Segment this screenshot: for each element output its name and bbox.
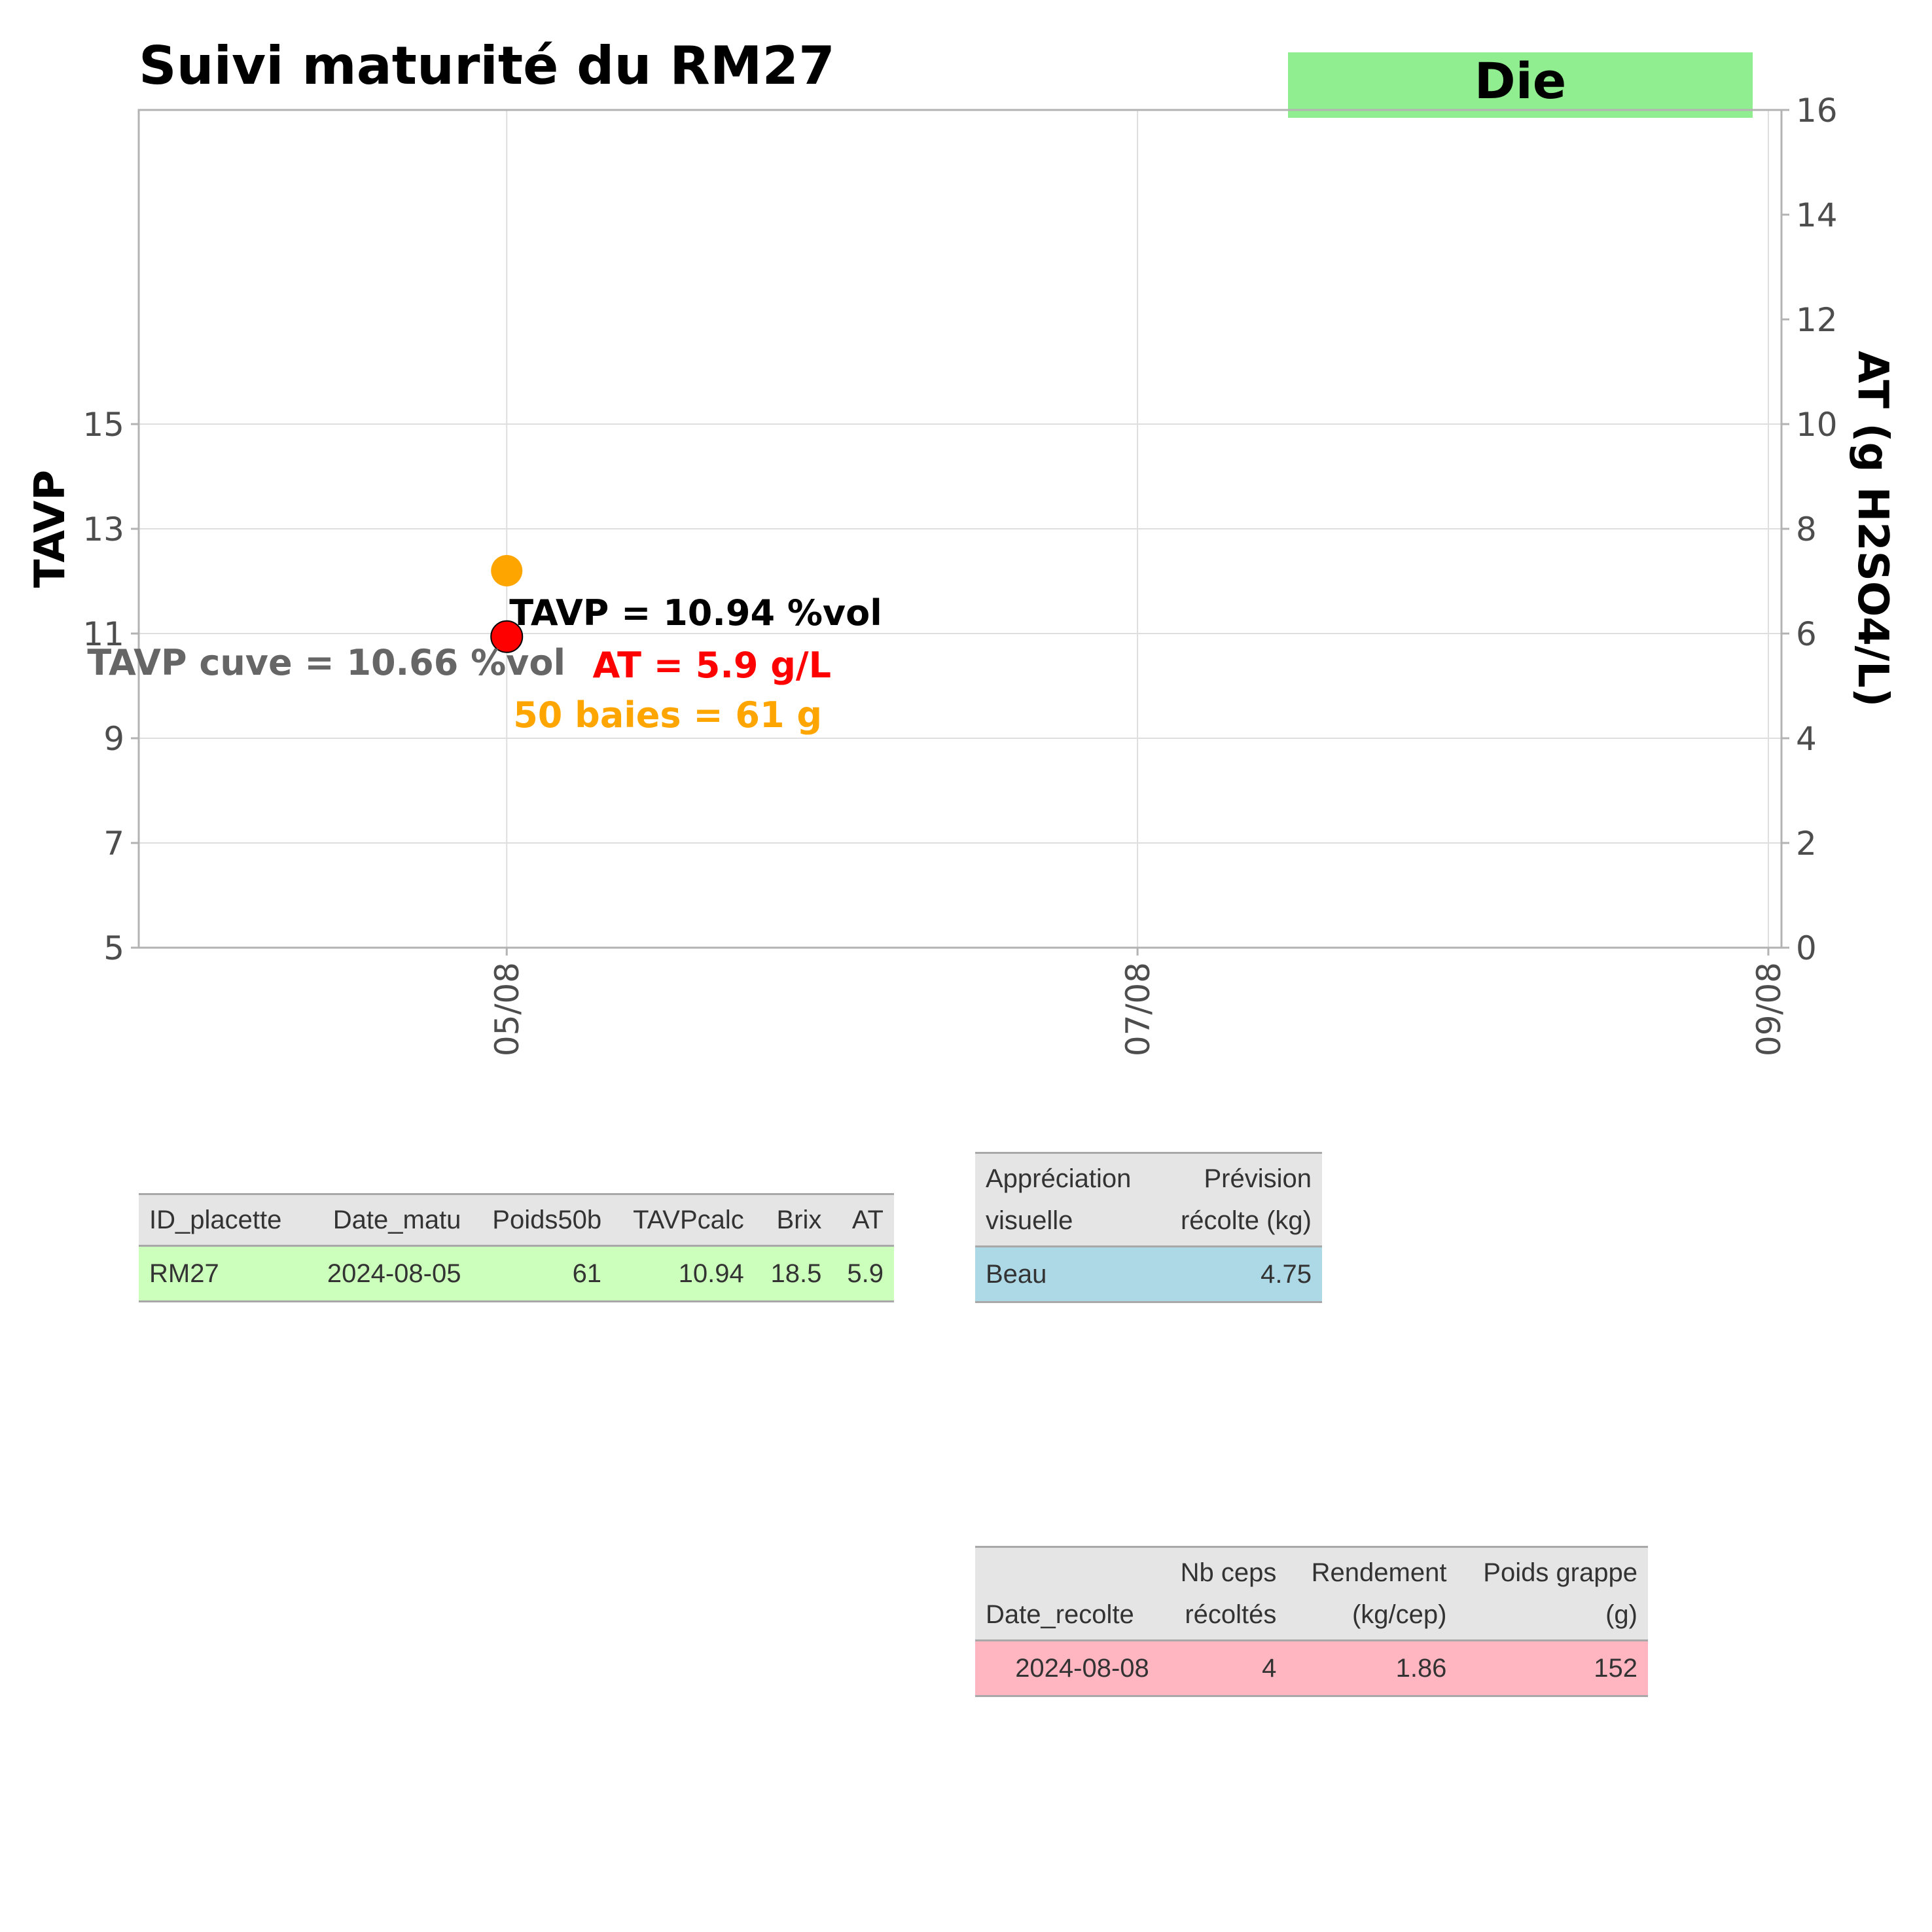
table-cell: 10.94 (678, 1259, 744, 1288)
x-axis-ticks: 05/08 07/08 09/08 (488, 948, 1788, 1056)
table-cell: 18.5 (770, 1259, 822, 1288)
table-cell: 4 (1262, 1654, 1277, 1683)
col-header: Rendement (kg/cep) (1287, 1547, 1458, 1641)
table-row: RM27 2024-08-05 61 10.94 18.5 5.9 (139, 1245, 894, 1302)
data-point (490, 620, 524, 653)
x-tick-label: 09/08 (1750, 962, 1788, 1056)
y-axis-ticks: 5 7 9 11 13 15 (82, 406, 139, 967)
y2-axis-ticks: 0 2 4 6 8 10 12 14 16 (1781, 92, 1838, 967)
y-tick-label: 13 (82, 510, 124, 548)
col-header: AT (832, 1194, 894, 1246)
col-header-line: Prévision (1204, 1164, 1312, 1193)
col-header: Poids grappe (g) (1457, 1547, 1648, 1641)
badge-text: Die (1475, 52, 1567, 110)
data-points (490, 555, 524, 653)
table-row: 2024-08-08 4 1.86 152 (975, 1640, 1648, 1696)
y2-tick-label: 4 (1796, 720, 1817, 758)
col-header: ID_placette (139, 1194, 304, 1246)
x-tick-label: 05/08 (488, 962, 526, 1056)
col-header: Nb ceps récoltés (1159, 1547, 1287, 1641)
col-header-line: (kg/cep) (1351, 1600, 1447, 1629)
col-header-line: visuelle (986, 1206, 1073, 1235)
appreciation-table: Appréciation visuelle Prévision récolte … (975, 1152, 1322, 1303)
col-header-line: Nb ceps (1180, 1558, 1277, 1587)
col-header: Poids50b (471, 1194, 613, 1246)
y2-tick-label: 2 (1796, 825, 1817, 863)
table-cell: 2024-08-05 (327, 1259, 461, 1288)
data-point (491, 555, 523, 586)
col-header-line: Appréciation (986, 1164, 1132, 1193)
y2-axis-label: AT (g H2SO4/L) (1848, 351, 1897, 707)
y-tick-label: 9 (103, 720, 124, 758)
table-cell: RM27 (149, 1259, 219, 1288)
table-header-row: Date_recolte Nb ceps récoltés Rendement … (975, 1547, 1648, 1641)
col-header: Appréciation visuelle (975, 1153, 1157, 1247)
y-tick-label: 5 (103, 929, 124, 967)
x-tick-label: 07/08 (1119, 962, 1157, 1056)
col-header-line: (g) (1605, 1600, 1637, 1629)
table-cell: 5.9 (847, 1259, 884, 1288)
annotation-label: TAVP = 10.94 %vol (509, 592, 882, 634)
table-cell: 152 (1594, 1654, 1637, 1683)
col-header-line: récolte (kg) (1180, 1206, 1312, 1235)
col-header-line (986, 1552, 1149, 1594)
annotations: TAVP = 10.94 %vol AT = 5.9 g/L 50 baies = … (87, 592, 882, 736)
table-header-row: Appréciation visuelle Prévision récolte … (975, 1153, 1322, 1247)
table-cell: 1.86 (1395, 1654, 1447, 1683)
col-header: Brix (754, 1194, 832, 1246)
y2-tick-label: 14 (1796, 196, 1838, 234)
y2-tick-label: 10 (1796, 406, 1838, 444)
y-tick-label: 15 (82, 406, 124, 444)
annotation-label: TAVP cuve = 10.66 %vol (87, 642, 565, 683)
col-header-line: Date_recolte (986, 1600, 1134, 1629)
col-header-line: Rendement (1311, 1558, 1447, 1587)
grid (139, 110, 1781, 948)
y2-tick-label: 12 (1796, 301, 1838, 339)
annotation-label: AT = 5.9 g/L (592, 645, 831, 686)
table-row: Beau 4.75 (975, 1246, 1322, 1302)
chart-title: Suivi maturité du RM27 (139, 35, 835, 96)
table-cell: 61 (572, 1259, 602, 1288)
y-tick-label: 11 (82, 615, 124, 653)
y2-tick-label: 8 (1796, 510, 1817, 548)
table-cell: 4.75 (1261, 1260, 1312, 1289)
badge-rect (1288, 52, 1753, 118)
col-header: Prévision récolte (kg) (1156, 1153, 1322, 1247)
harvest-table: Date_recolte Nb ceps récoltés Rendement … (975, 1546, 1648, 1697)
col-header: TAVPcalc (612, 1194, 755, 1246)
y2-tick-label: 0 (1796, 929, 1817, 967)
annotation-label: 50 baies = 61 g (513, 694, 822, 736)
y2-tick-label: 16 (1796, 92, 1838, 130)
table-cell: 2024-08-08 (1015, 1654, 1149, 1683)
col-header-line: récoltés (1185, 1600, 1277, 1629)
y2-tick-label: 6 (1796, 615, 1817, 653)
col-header: Date_matu (304, 1194, 472, 1246)
table-header-row: ID_placette Date_matu Poids50b TAVPcalc … (139, 1194, 894, 1246)
col-header: Date_recolte (975, 1547, 1160, 1641)
y-tick-label: 7 (103, 825, 124, 863)
col-header-line: Poids grappe (1483, 1558, 1637, 1587)
maturity-chart: Suivi maturité du RM27 Die 5 7 9 11 13 15 0 2 4… (26, 35, 1897, 1056)
table-cell: Beau (986, 1260, 1047, 1289)
y-axis-label: TAVP (26, 470, 75, 588)
maturity-table: ID_placette Date_matu Poids50b TAVPcalc … (139, 1193, 894, 1302)
